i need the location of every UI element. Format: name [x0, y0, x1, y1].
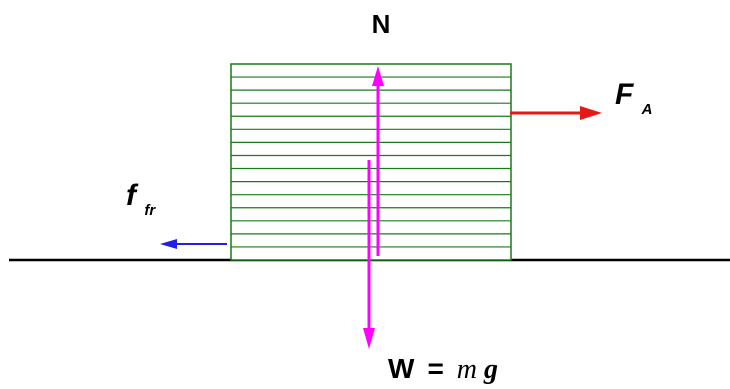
- normal-force-arrow: [372, 66, 384, 256]
- friction-force-label-main: f: [126, 179, 139, 212]
- weight-label-g: g: [483, 354, 498, 385]
- friction-force-label-sub: fr: [144, 202, 156, 219]
- weight-force-arrow: [363, 160, 375, 349]
- applied-force-label: F A: [615, 78, 653, 118]
- block-outline: [230, 63, 512, 261]
- applied-force-arrow: [510, 106, 602, 120]
- block: [230, 63, 512, 261]
- friction-force-label: f fr: [126, 179, 156, 219]
- block-stripes: [231, 76, 511, 248]
- applied-force-label-main: F: [615, 78, 634, 111]
- weight-label-m: m: [457, 354, 477, 385]
- weight-label-equals: =: [427, 353, 443, 384]
- normal-force-label: N: [372, 9, 391, 39]
- weight-label-w: W: [388, 353, 415, 384]
- weight-label: W = m g: [388, 353, 498, 385]
- applied-force-label-sub: A: [641, 101, 653, 118]
- friction-force-arrow: [160, 239, 227, 249]
